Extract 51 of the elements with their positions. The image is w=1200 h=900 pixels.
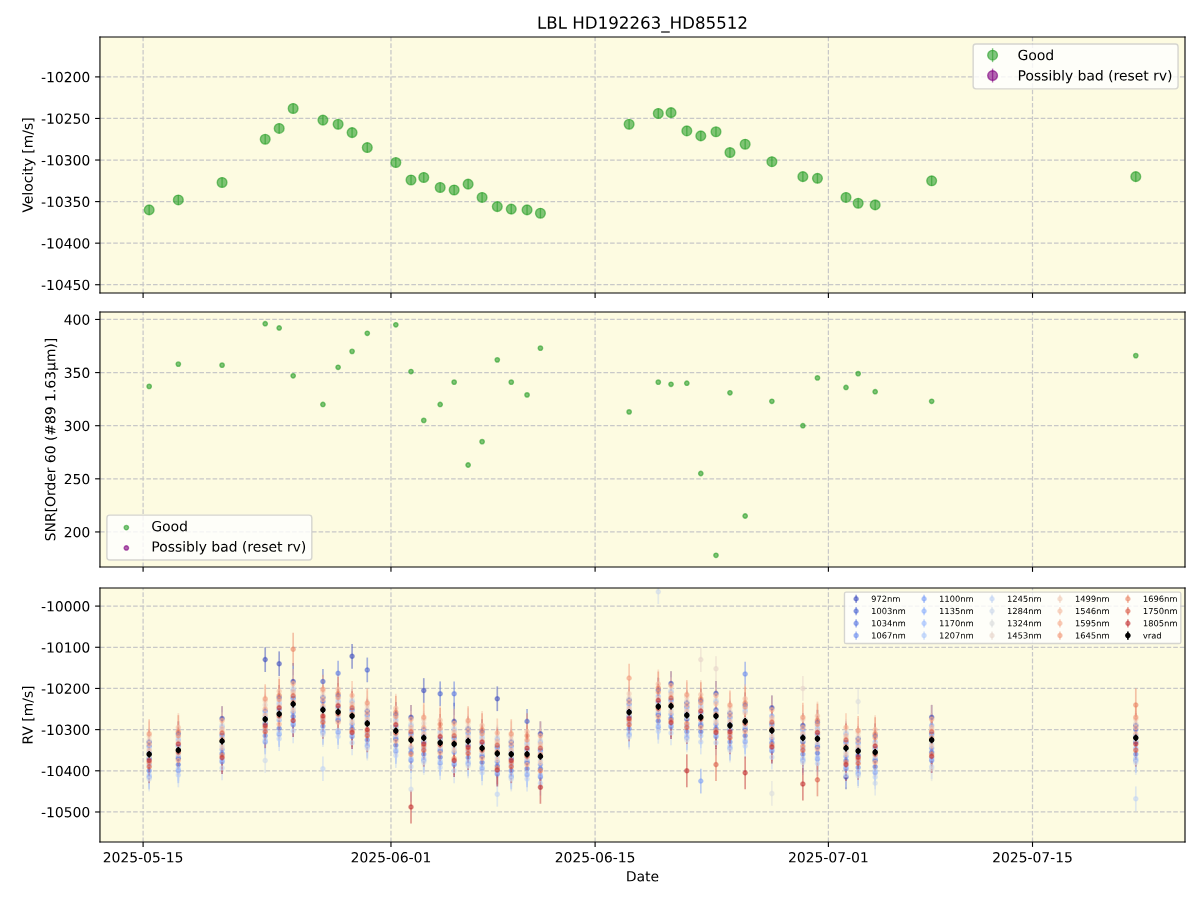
y-tick-label: 350: [64, 367, 90, 379]
legend-label: 1170nm: [939, 620, 973, 627]
legend-label: 1546nm: [1075, 607, 1109, 615]
y-tick-label: -10350: [41, 196, 90, 208]
y-tick-label: 250: [64, 473, 90, 485]
y-axis-title: Velocity [m/s]: [22, 118, 36, 213]
y-tick-label: -10200: [41, 71, 90, 83]
y-tick-label: -10400: [41, 765, 90, 777]
y-tick-label: -10300: [41, 155, 90, 166]
y-tick-label: -10250: [41, 113, 90, 124]
y-axis-title: SNR[Order 60 (#89 1.63μm)]: [44, 338, 59, 541]
legend-label: 1453nm: [1007, 632, 1041, 639]
legend-label: 1324nm: [1007, 620, 1041, 627]
legend-label: 1135nm: [939, 607, 973, 615]
legend-label: 1595nm: [1075, 620, 1109, 627]
legend-label: 1805nm: [1143, 620, 1177, 627]
legend-label: Possibly bad (reset rv): [1018, 69, 1172, 84]
legend-label: vrad: [1143, 632, 1161, 639]
legend-label: 1067nm: [872, 632, 906, 639]
x-tick-label: 2025-06-01: [351, 852, 431, 863]
legend-label: 1696nm: [1143, 595, 1177, 602]
y-tick-label: -10000: [41, 601, 90, 612]
x-tick-label: 2025-07-01: [789, 852, 868, 863]
legend-label: 1750nm: [1143, 607, 1177, 615]
legend-label: 972nm: [871, 595, 900, 602]
legend-label: Good: [1018, 49, 1053, 61]
y-tick-label: -10200: [41, 683, 90, 694]
legend-label: 1245nm: [1007, 595, 1041, 602]
y-tick-label: -10400: [41, 238, 90, 249]
legend-label: 1100nm: [939, 595, 973, 602]
x-tick-label: 2025-06-15: [555, 852, 635, 863]
legend-label: 1499nm: [1075, 595, 1109, 602]
y-tick-label: -10450: [41, 279, 90, 291]
legend-label: 1207nm: [939, 632, 973, 639]
legend-label: Good: [152, 520, 187, 532]
y-tick-label: 200: [64, 526, 90, 538]
x-tick-label: 2025-07-15: [993, 852, 1072, 863]
y-tick-label: -10100: [41, 642, 90, 653]
y-tick-label: -10300: [41, 724, 90, 736]
y-axis-title: RV [m/s]: [22, 686, 35, 744]
y-tick-label: -10500: [41, 806, 90, 818]
legend-label: 1003nm: [872, 607, 906, 615]
y-tick-label: 300: [64, 420, 90, 432]
x-axis-title: Date: [627, 871, 659, 882]
y-tick-label: 400: [64, 314, 90, 325]
legend-label: 1284nm: [1007, 607, 1041, 615]
legend-label: 1645nm: [1075, 632, 1109, 639]
x-tick-label: 2025-05-15: [103, 852, 183, 863]
legend-label: Possibly bad (reset rv): [152, 541, 306, 555]
legend-label: 1034nm: [872, 620, 906, 627]
chart-title: LBL HD192263_HD85512: [538, 16, 747, 33]
